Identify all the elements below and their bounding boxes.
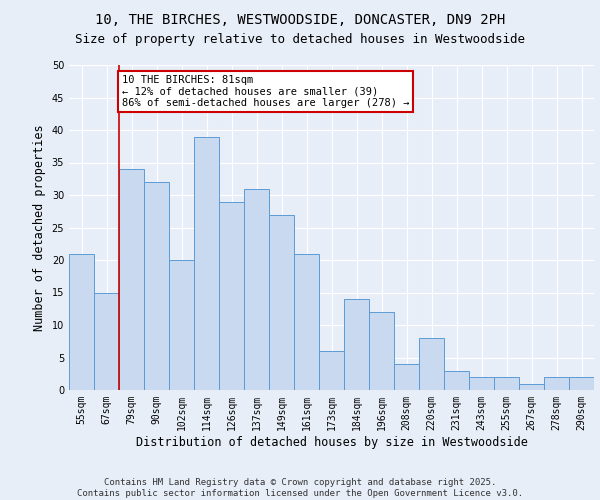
Bar — [169, 260, 194, 390]
Bar — [369, 312, 394, 390]
Bar — [294, 254, 319, 390]
Bar — [219, 202, 244, 390]
Bar — [94, 292, 119, 390]
Bar — [144, 182, 169, 390]
Text: Contains HM Land Registry data © Crown copyright and database right 2025.
Contai: Contains HM Land Registry data © Crown c… — [77, 478, 523, 498]
Text: Size of property relative to detached houses in Westwoodside: Size of property relative to detached ho… — [75, 32, 525, 46]
Bar — [394, 364, 419, 390]
Bar — [569, 377, 594, 390]
Bar — [119, 169, 144, 390]
Bar — [494, 377, 519, 390]
Text: 10 THE BIRCHES: 81sqm
← 12% of detached houses are smaller (39)
86% of semi-deta: 10 THE BIRCHES: 81sqm ← 12% of detached … — [121, 74, 409, 108]
Y-axis label: Number of detached properties: Number of detached properties — [33, 124, 46, 331]
Bar — [69, 254, 94, 390]
Bar — [544, 377, 569, 390]
Bar — [519, 384, 544, 390]
Bar — [344, 299, 369, 390]
Text: 10, THE BIRCHES, WESTWOODSIDE, DONCASTER, DN9 2PH: 10, THE BIRCHES, WESTWOODSIDE, DONCASTER… — [95, 12, 505, 26]
Bar — [444, 370, 469, 390]
Bar — [469, 377, 494, 390]
X-axis label: Distribution of detached houses by size in Westwoodside: Distribution of detached houses by size … — [136, 436, 527, 448]
Bar — [319, 351, 344, 390]
Bar — [269, 214, 294, 390]
Bar — [194, 136, 219, 390]
Bar — [419, 338, 444, 390]
Bar — [244, 188, 269, 390]
